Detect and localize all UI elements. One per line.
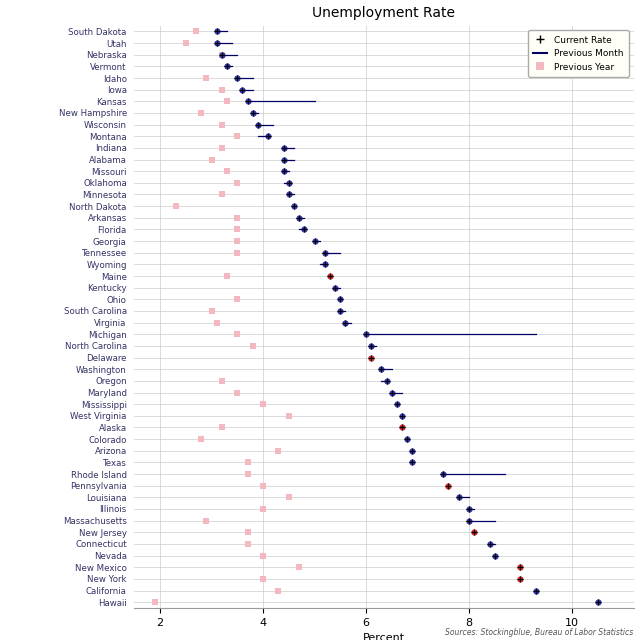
X-axis label: Percent: Percent bbox=[363, 633, 405, 640]
Title: Unemployment Rate: Unemployment Rate bbox=[312, 6, 456, 20]
Legend: Current Rate, Previous Month, Previous Year: Current Rate, Previous Month, Previous Y… bbox=[528, 30, 629, 77]
Text: Sources: Stockingblue, Bureau of Labor Statistics: Sources: Stockingblue, Bureau of Labor S… bbox=[445, 628, 634, 637]
